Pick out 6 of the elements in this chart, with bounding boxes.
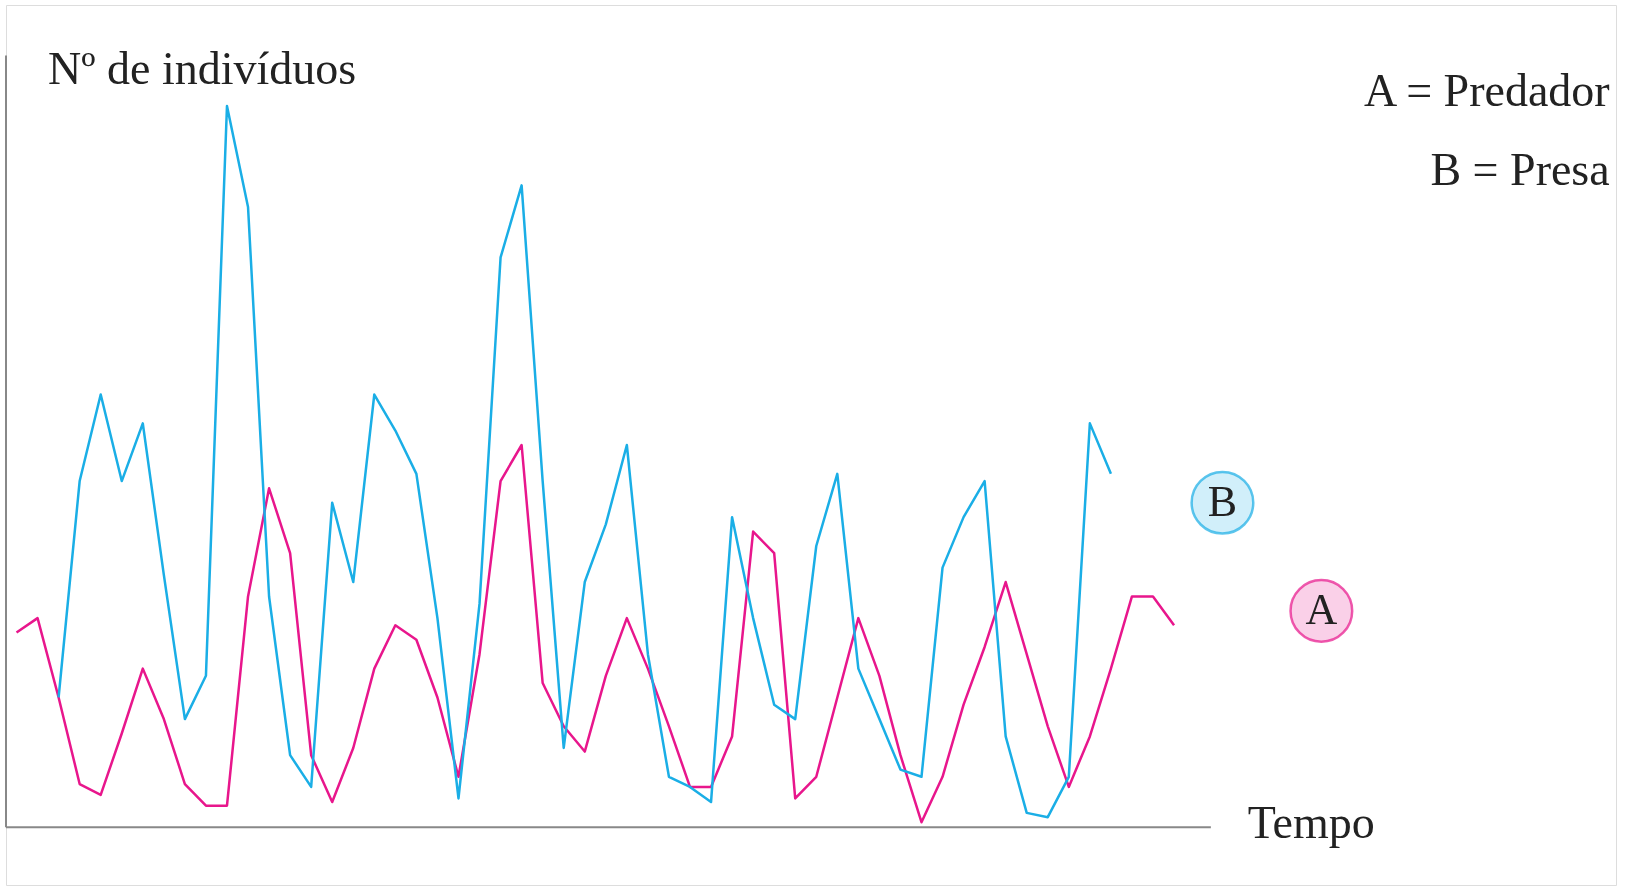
text: A = Predador [1364,64,1610,116]
y-axis-title: Nº de indivíduos [48,42,357,94]
text: A [1305,584,1338,634]
text: B [1207,476,1238,526]
x-axis-title: Tempo [1247,796,1375,848]
text: B = Presa [1430,143,1610,195]
